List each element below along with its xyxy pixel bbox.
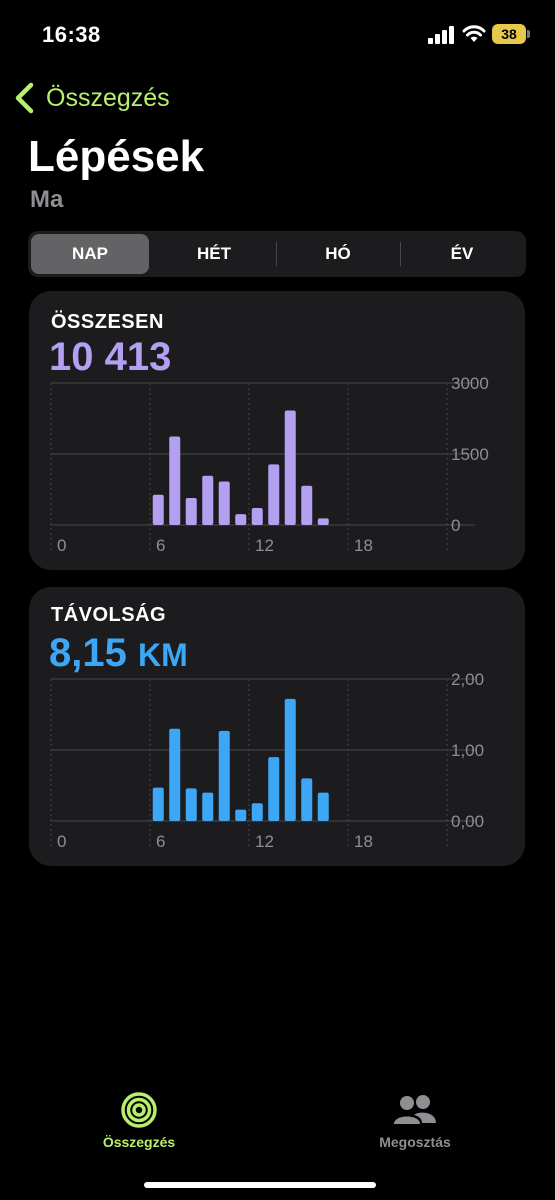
distance-chart: 0,00 1,00 2,00 0 6 12 18 <box>50 670 484 851</box>
bar <box>218 730 230 821</box>
bar <box>268 757 280 821</box>
bar <box>301 778 313 821</box>
tab-summary[interactable]: Összegzés <box>69 1092 209 1150</box>
steps-value: 10 413 <box>49 335 172 379</box>
bar <box>317 792 329 821</box>
cellular-signal-icon <box>428 26 454 44</box>
back-label: Összegzés <box>46 83 170 112</box>
back-button[interactable]: Összegzés <box>12 80 170 116</box>
battery-indicator: 38 <box>492 24 526 44</box>
bar <box>185 498 197 525</box>
bar <box>169 728 181 821</box>
status-bar: 16:38 38 <box>0 0 555 70</box>
y-tick-label: 1,00 <box>451 741 484 760</box>
status-time: 16:38 <box>42 22 101 47</box>
battery-nub <box>527 30 530 38</box>
y-tick-label: 1500 <box>451 445 489 464</box>
tab-bar: Összegzés Megosztás <box>0 1080 555 1200</box>
x-tick-label: 0 <box>57 536 66 555</box>
bar <box>218 481 230 525</box>
distance-card[interactable]: TÁVOLSÁG 8,15 KM 0,00 1,00 2,00 0 6 12 18 <box>29 587 525 866</box>
page-title: Lépések <box>28 132 205 181</box>
bar <box>152 494 164 525</box>
bar <box>284 410 296 525</box>
bar <box>268 464 280 525</box>
x-tick-label: 12 <box>255 536 274 555</box>
bar <box>284 698 296 821</box>
x-tick-label: 6 <box>156 536 165 555</box>
segment-divider <box>400 242 401 266</box>
bar <box>251 507 263 525</box>
bar <box>251 803 263 821</box>
distance-unit: KM <box>137 637 188 673</box>
bar <box>301 485 313 525</box>
segment-divider <box>276 242 277 266</box>
steps-label: ÖSSZESEN <box>51 311 164 333</box>
period-segmented-control: NAP HÉT HÓ ÉV <box>28 231 526 277</box>
tab-sharing-label: Megosztás <box>379 1134 451 1150</box>
distance-value: 8,15 KM <box>49 631 188 676</box>
x-tick-label: 12 <box>255 832 274 851</box>
wifi-icon <box>462 25 486 42</box>
bar <box>202 475 214 525</box>
segment-week[interactable]: HÉT <box>197 244 231 263</box>
distance-number: 8,15 <box>49 631 127 675</box>
x-tick-label: 6 <box>156 832 165 851</box>
y-tick-label: 0,00 <box>451 812 484 831</box>
bar <box>317 518 329 525</box>
x-tick-label: 18 <box>354 536 373 555</box>
bar <box>169 436 181 525</box>
x-tick-label: 0 <box>57 832 66 851</box>
home-indicator <box>144 1182 376 1188</box>
segment-day[interactable]: NAP <box>31 234 149 274</box>
bar <box>235 809 247 821</box>
tab-sharing[interactable]: Megosztás <box>345 1092 485 1150</box>
people-icon <box>394 1095 436 1124</box>
x-tick-label: 18 <box>354 832 373 851</box>
chevron-left-icon <box>15 82 34 114</box>
activity-rings-icon <box>121 1092 157 1128</box>
distance-label: TÁVOLSÁG <box>51 604 167 626</box>
steps-card[interactable]: ÖSSZESEN 10 413 0 1500 3000 0 6 12 18 <box>29 291 525 570</box>
bar <box>185 788 197 821</box>
bar <box>235 514 247 525</box>
bar <box>202 792 214 821</box>
segment-year[interactable]: ÉV <box>450 244 474 263</box>
y-tick-label: 0 <box>451 516 460 535</box>
y-tick-label: 3000 <box>451 374 489 393</box>
segment-month[interactable]: HÓ <box>325 244 351 263</box>
page-subtitle: Ma <box>30 186 64 213</box>
bar <box>152 787 164 821</box>
y-tick-label: 2,00 <box>451 670 484 689</box>
steps-chart: 0 1500 3000 0 6 12 18 <box>50 374 489 555</box>
tab-summary-label: Összegzés <box>102 1134 176 1150</box>
